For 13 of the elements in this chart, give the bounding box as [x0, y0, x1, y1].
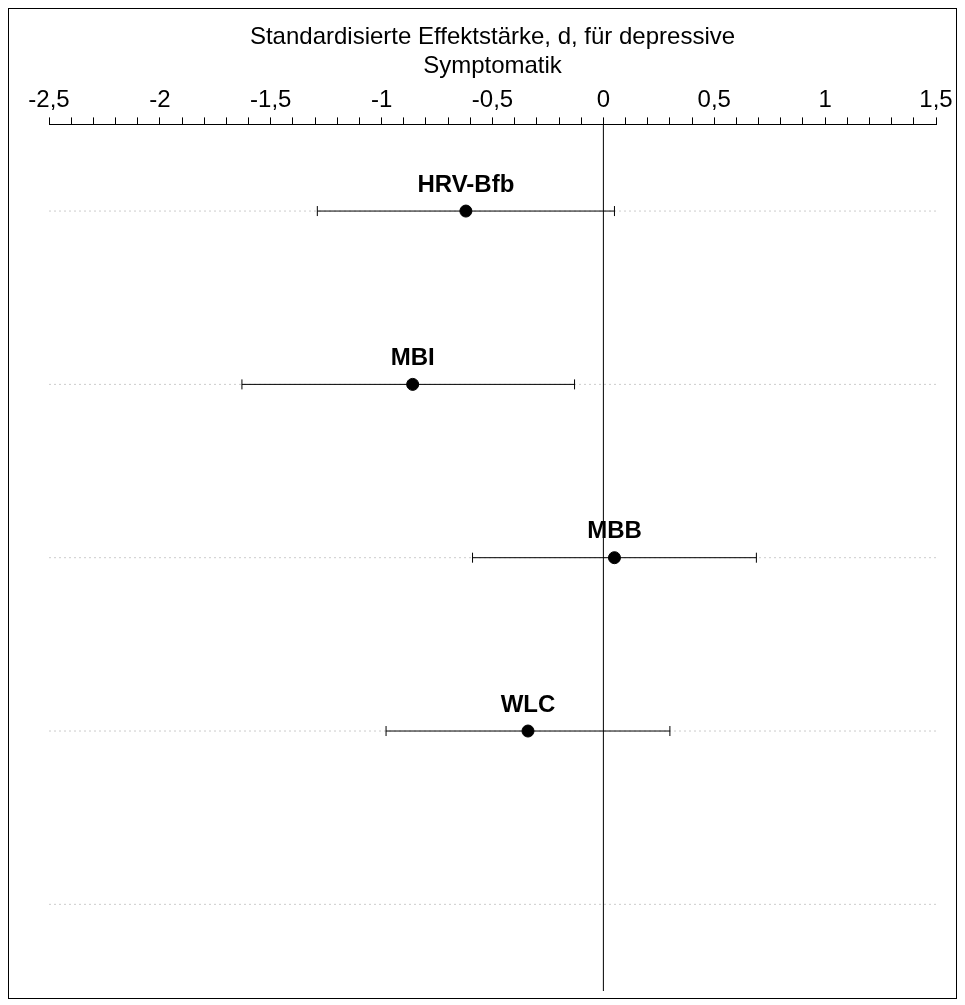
- x-tick-label: -1: [370, 84, 393, 112]
- x-tick-label: -2: [149, 84, 171, 112]
- y-tick-label: HRV-Bfb: [417, 169, 515, 197]
- x-tick-label: 1: [818, 84, 832, 112]
- y-tick-label: WLC: [500, 689, 556, 717]
- x-tick-label: -2,5: [28, 84, 70, 112]
- x-tick-label: 1,5: [919, 84, 953, 112]
- x-tick-label: 0,5: [697, 84, 731, 112]
- y-tick-label: MBI: [390, 343, 435, 371]
- x-tick-label: -0,5: [471, 84, 514, 112]
- x-tick-label: 0: [596, 84, 611, 112]
- x-axis-title: Standardisierte Effektstärke, d, für depressive Symptomatik: [249, 22, 736, 78]
- x-tick-label: -1,5: [250, 84, 292, 112]
